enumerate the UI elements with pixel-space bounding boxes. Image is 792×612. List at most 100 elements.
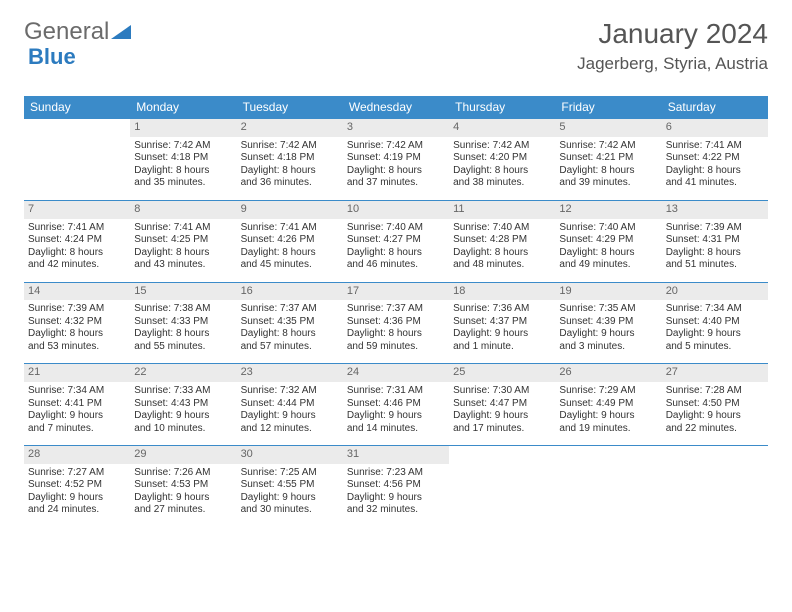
calendar-day-cell: 14Sunrise: 7:39 AMSunset: 4:32 PMDayligh…	[24, 282, 130, 364]
day-number: 25	[449, 364, 555, 382]
calendar-day-cell: 28 Sunrise: 7:27 AMSunset: 4:52 PMDayligh…	[24, 446, 130, 527]
calendar-day-cell: 21 Sunrise: 7:34 AMSunset: 4:41 PMDayligh…	[24, 364, 130, 446]
day-number: 22	[130, 364, 236, 382]
header: General January 2024 Jagerberg, Styria, …	[24, 18, 768, 74]
calendar-week-row: 28 Sunrise: 7:27 AMSunset: 4:52 PMDayligh…	[24, 446, 768, 527]
day-details: Sunrise: 7:41 AMSunset: 4:24 PMDaylight:…	[28, 222, 126, 272]
calendar-day-cell: 6 Sunrise: 7:41 AMSunset: 4:22 PMDaylight…	[662, 119, 768, 201]
day-number: 30	[237, 446, 343, 464]
day-details: Sunrise: 7:37 AMSunset: 4:35 PMDaylight:…	[241, 303, 339, 353]
day-number: 26	[555, 364, 661, 382]
day-details: Sunrise: 7:40 AMSunset: 4:27 PMDaylight:…	[347, 222, 445, 272]
weekday-header: Saturday	[662, 96, 768, 119]
calendar-day-cell: 7Sunrise: 7:41 AMSunset: 4:24 PMDaylight…	[24, 200, 130, 282]
location: Jagerberg, Styria, Austria	[577, 54, 768, 74]
day-number: 15	[130, 283, 236, 301]
day-number: 6	[662, 119, 768, 137]
day-details: Sunrise: 7:26 AMSunset: 4:53 PMDaylight:…	[134, 467, 232, 517]
day-details: Sunrise: 7:34 AMSunset: 4:41 PMDaylight:…	[28, 385, 126, 435]
weekday-header-row: SundayMondayTuesdayWednesdayThursdayFrid…	[24, 96, 768, 119]
day-details: Sunrise: 7:42 AMSunset: 4:20 PMDaylight:…	[453, 140, 551, 190]
weekday-header: Wednesday	[343, 96, 449, 119]
day-details: Sunrise: 7:33 AMSunset: 4:43 PMDaylight:…	[134, 385, 232, 435]
calendar-day-cell: 17 Sunrise: 7:37 AMSunset: 4:36 PMDayligh…	[343, 282, 449, 364]
calendar-day-cell: 15 Sunrise: 7:38 AMSunset: 4:33 PMDayligh…	[130, 282, 236, 364]
day-number: 11	[449, 201, 555, 219]
calendar-day-cell: 16Sunrise: 7:37 AMSunset: 4:35 PMDayligh…	[237, 282, 343, 364]
logo-text-1: General	[24, 18, 109, 46]
calendar-day-cell: 29 Sunrise: 7:26 AMSunset: 4:53 PMDayligh…	[130, 446, 236, 527]
calendar-day-cell	[662, 446, 768, 527]
calendar-day-cell: 2Sunrise: 7:42 AMSunset: 4:18 PMDaylight…	[237, 119, 343, 201]
day-details: Sunrise: 7:40 AMSunset: 4:29 PMDaylight:…	[559, 222, 657, 272]
calendar-day-cell: 18 Sunrise: 7:36 AMSunset: 4:37 PMDayligh…	[449, 282, 555, 364]
calendar-day-cell: 4 Sunrise: 7:42 AMSunset: 4:20 PMDaylight…	[449, 119, 555, 201]
calendar-day-cell: 27Sunrise: 7:28 AMSunset: 4:50 PMDayligh…	[662, 364, 768, 446]
calendar-day-cell: 22 Sunrise: 7:33 AMSunset: 4:43 PMDayligh…	[130, 364, 236, 446]
day-details: Sunrise: 7:27 AMSunset: 4:52 PMDaylight:…	[28, 467, 126, 517]
day-number: 3	[343, 119, 449, 137]
weekday-header: Friday	[555, 96, 661, 119]
day-number: 17	[343, 283, 449, 301]
weekday-header: Monday	[130, 96, 236, 119]
logo-text-2: Blue	[28, 44, 76, 70]
day-number: 20	[662, 283, 768, 301]
calendar-day-cell: 25 Sunrise: 7:30 AMSunset: 4:47 PMDayligh…	[449, 364, 555, 446]
day-details: Sunrise: 7:41 AMSunset: 4:22 PMDaylight:…	[666, 140, 764, 190]
day-number: 27	[662, 364, 768, 382]
weekday-header: Tuesday	[237, 96, 343, 119]
day-number: 12	[555, 201, 661, 219]
weekday-header: Thursday	[449, 96, 555, 119]
day-number: 21	[24, 364, 130, 382]
day-details: Sunrise: 7:42 AMSunset: 4:21 PMDaylight:…	[559, 140, 657, 190]
day-number: 10	[343, 201, 449, 219]
day-details: Sunrise: 7:38 AMSunset: 4:33 PMDaylight:…	[134, 303, 232, 353]
day-number: 5	[555, 119, 661, 137]
calendar-day-cell: 11 Sunrise: 7:40 AMSunset: 4:28 PMDayligh…	[449, 200, 555, 282]
day-details: Sunrise: 7:39 AMSunset: 4:32 PMDaylight:…	[28, 303, 126, 353]
day-details: Sunrise: 7:36 AMSunset: 4:37 PMDaylight:…	[453, 303, 551, 353]
logo-triangle-icon	[111, 23, 133, 41]
day-details: Sunrise: 7:41 AMSunset: 4:25 PMDaylight:…	[134, 222, 232, 272]
day-number: 24	[343, 364, 449, 382]
calendar-day-cell: 20 Sunrise: 7:34 AMSunset: 4:40 PMDayligh…	[662, 282, 768, 364]
logo: General	[24, 18, 133, 46]
calendar-table: SundayMondayTuesdayWednesdayThursdayFrid…	[24, 96, 768, 527]
day-details: Sunrise: 7:35 AMSunset: 4:39 PMDaylight:…	[559, 303, 657, 353]
day-details: Sunrise: 7:30 AMSunset: 4:47 PMDaylight:…	[453, 385, 551, 435]
calendar-week-row: 14Sunrise: 7:39 AMSunset: 4:32 PMDayligh…	[24, 282, 768, 364]
calendar-day-cell: 12 Sunrise: 7:40 AMSunset: 4:29 PMDayligh…	[555, 200, 661, 282]
day-details: Sunrise: 7:37 AMSunset: 4:36 PMDaylight:…	[347, 303, 445, 353]
day-number: 23	[237, 364, 343, 382]
day-number: 28	[24, 446, 130, 464]
day-number: 13	[662, 201, 768, 219]
day-details: Sunrise: 7:31 AMSunset: 4:46 PMDaylight:…	[347, 385, 445, 435]
calendar-day-cell: 9 Sunrise: 7:41 AMSunset: 4:26 PMDaylight…	[237, 200, 343, 282]
calendar-day-cell: 13Sunrise: 7:39 AMSunset: 4:31 PMDayligh…	[662, 200, 768, 282]
day-number: 9	[237, 201, 343, 219]
month-title: January 2024	[577, 18, 768, 50]
calendar-week-row: 1 Sunrise: 7:42 AMSunset: 4:18 PMDaylight…	[24, 119, 768, 201]
day-details: Sunrise: 7:40 AMSunset: 4:28 PMDaylight:…	[453, 222, 551, 272]
calendar-day-cell: 3 Sunrise: 7:42 AMSunset: 4:19 PMDaylight…	[343, 119, 449, 201]
day-number: 19	[555, 283, 661, 301]
day-details: Sunrise: 7:42 AMSunset: 4:18 PMDaylight:…	[134, 140, 232, 190]
calendar-week-row: 21 Sunrise: 7:34 AMSunset: 4:41 PMDayligh…	[24, 364, 768, 446]
day-details: Sunrise: 7:42 AMSunset: 4:19 PMDaylight:…	[347, 140, 445, 190]
day-number: 31	[343, 446, 449, 464]
calendar-day-cell	[24, 119, 130, 201]
weekday-header: Sunday	[24, 96, 130, 119]
day-number: 8	[130, 201, 236, 219]
day-number: 29	[130, 446, 236, 464]
day-details: Sunrise: 7:34 AMSunset: 4:40 PMDaylight:…	[666, 303, 764, 353]
calendar-day-cell: 23 Sunrise: 7:32 AMSunset: 4:44 PMDayligh…	[237, 364, 343, 446]
calendar-day-cell: 10 Sunrise: 7:40 AMSunset: 4:27 PMDayligh…	[343, 200, 449, 282]
day-details: Sunrise: 7:41 AMSunset: 4:26 PMDaylight:…	[241, 222, 339, 272]
calendar-day-cell: 5 Sunrise: 7:42 AMSunset: 4:21 PMDaylight…	[555, 119, 661, 201]
calendar-day-cell: 8 Sunrise: 7:41 AMSunset: 4:25 PMDaylight…	[130, 200, 236, 282]
day-number: 1	[130, 119, 236, 137]
day-details: Sunrise: 7:32 AMSunset: 4:44 PMDaylight:…	[241, 385, 339, 435]
day-number: 18	[449, 283, 555, 301]
day-number: 4	[449, 119, 555, 137]
day-details: Sunrise: 7:29 AMSunset: 4:49 PMDaylight:…	[559, 385, 657, 435]
